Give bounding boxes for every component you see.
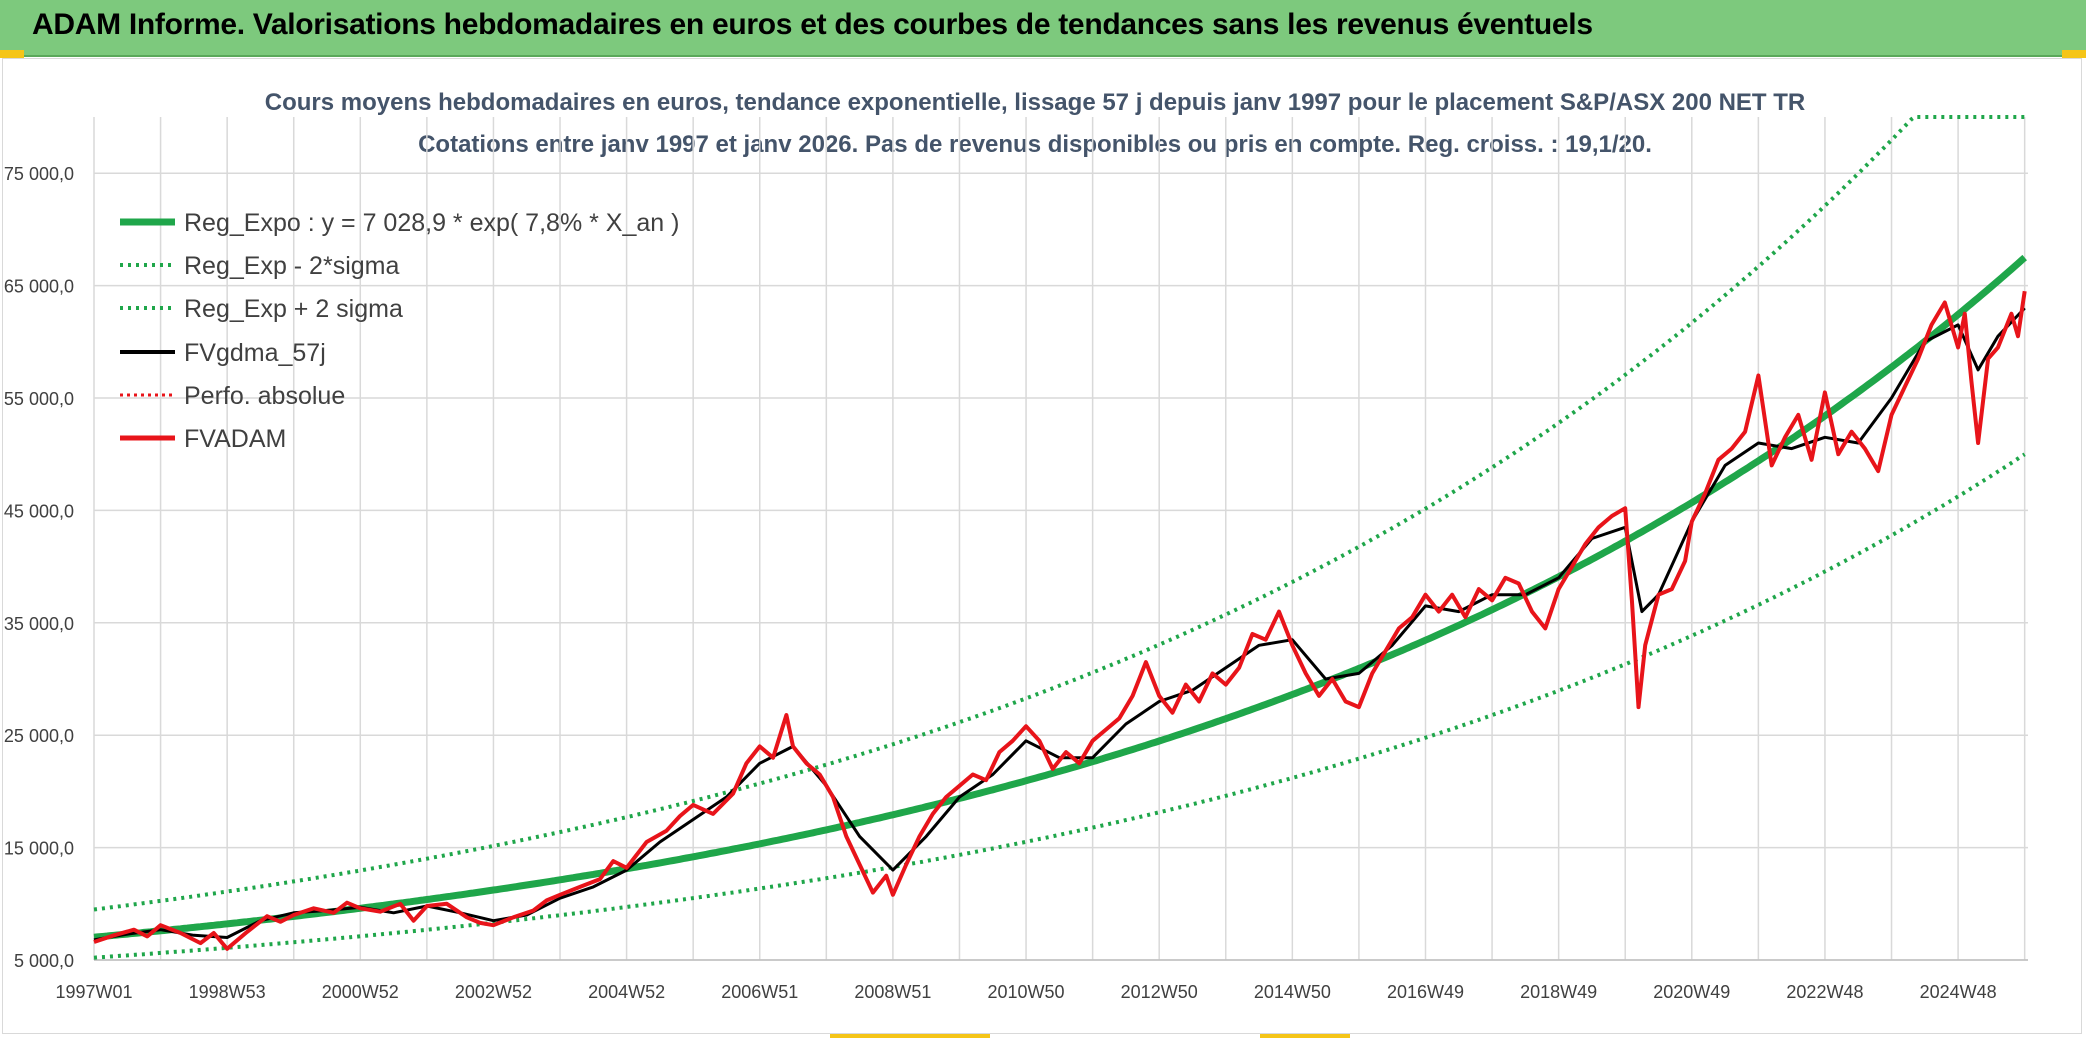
plot-area	[93, 115, 2027, 960]
x-tick-label: 2018W49	[1520, 982, 1597, 1002]
chart-subtitle: Cotations entre janv 1997 et janv 2026. …	[418, 131, 1652, 158]
x-tick-label: 2010W50	[988, 982, 1065, 1002]
x-tick-label: 2016W49	[1387, 982, 1464, 1002]
y-tick-label: 75 000,0	[4, 164, 74, 184]
y-tick-label: 55 000,0	[4, 389, 74, 409]
bottom-accent	[830, 1034, 990, 1038]
legend-label: FVgdma_57j	[184, 339, 326, 367]
x-tick-label: 2012W50	[1121, 982, 1198, 1002]
x-tick-label: 2008W51	[854, 982, 931, 1002]
x-tick-label: 1997W01	[55, 982, 132, 1002]
grid	[93, 117, 2028, 961]
series-reg-expo	[93, 254, 2027, 941]
y-tick-label: 65 000,0	[4, 277, 74, 297]
chart-area-border	[2, 58, 2082, 1034]
x-tick-label: 2006W51	[721, 982, 798, 1002]
y-tick-label: 35 000,0	[4, 614, 74, 634]
header-bar: ADAM Informe. Valorisations hebdomadaire…	[0, 0, 2086, 57]
corner-accent-left	[0, 50, 24, 58]
x-tick-label: 1998W53	[189, 982, 266, 1002]
y-axis-ticks: 5 000,0 15 000,0 25 000,0 35 000,0 45 000,0 5…	[4, 164, 74, 971]
page-title: ADAM Informe. Valorisations hebdomadaire…	[32, 8, 1593, 41]
y-tick-label: 45 000,0	[4, 501, 74, 521]
legend-label: Reg_Exp + 2 sigma	[184, 295, 403, 323]
bottom-accent-2	[1260, 1034, 1350, 1038]
x-tick-label: 2014W50	[1254, 982, 1331, 1002]
chart-title: Cours moyens hebdomadaires en euros, ten…	[265, 89, 1806, 116]
x-tick-label: 2022W48	[1786, 982, 1863, 1002]
legend-label: Reg_Exp - 2*sigma	[184, 252, 399, 280]
series-reg-exp-plus	[93, 115, 2025, 912]
legend: Reg_Expo : y = 7 028,9 * exp( 7,8% * X_a…	[120, 209, 679, 453]
x-tick-label: 2020W49	[1653, 982, 1730, 1002]
y-tick-label: 15 000,0	[4, 839, 74, 859]
y-tick-label: 25 000,0	[4, 726, 74, 746]
x-tick-label: 2024W48	[1920, 982, 1997, 1002]
legend-label: Reg_Expo : y = 7 028,9 * exp( 7,8% * X_a…	[184, 209, 679, 237]
x-tick-label: 2000W52	[322, 982, 399, 1002]
series-fvadam	[93, 290, 2027, 951]
series-fvgdma	[93, 307, 2026, 942]
corner-accent-right	[2062, 50, 2086, 58]
series-reg-exp-minus	[93, 452, 2026, 960]
x-tick-label: 2002W52	[455, 982, 532, 1002]
y-tick-label: 5 000,0	[14, 951, 74, 971]
legend-label: FVADAM	[184, 425, 286, 453]
legend-label: Perfo. absolue	[184, 382, 345, 410]
x-tick-label: 2004W52	[588, 982, 665, 1002]
x-axis-ticks: 1997W01 1998W53 2000W52 2002W52 2004W52 2006W…	[55, 982, 1996, 1002]
